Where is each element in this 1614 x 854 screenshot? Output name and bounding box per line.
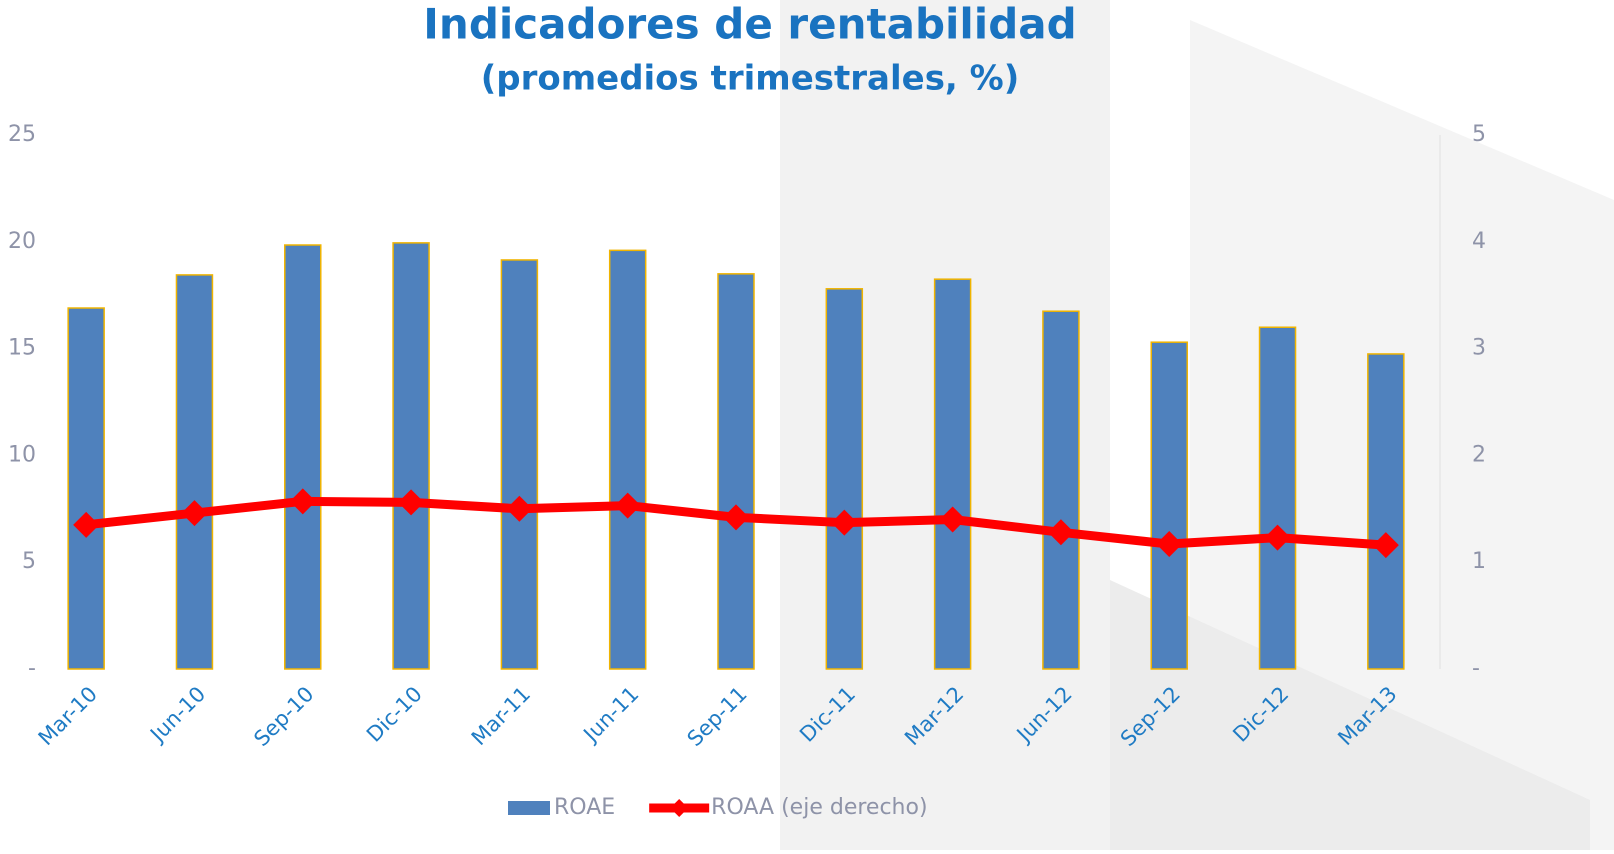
x-tick-label: Mar-11 <box>467 682 535 750</box>
marker <box>289 488 316 515</box>
marker <box>1372 532 1399 559</box>
marker <box>1264 524 1291 551</box>
bar <box>1367 353 1405 670</box>
x-tick-label: Jun-11 <box>578 682 644 748</box>
marker <box>1047 519 1074 546</box>
bar <box>392 242 430 670</box>
y2-tick-label: 2 <box>1472 442 1486 467</box>
marker <box>939 506 966 533</box>
background-shape <box>1110 580 1590 850</box>
bar <box>500 259 539 670</box>
bar <box>67 307 105 670</box>
y-tick-label: 10 <box>8 442 36 467</box>
y-tick-label: 5 <box>22 549 36 574</box>
y-tick-label: 15 <box>8 336 36 361</box>
marker <box>506 495 533 522</box>
bar <box>175 274 214 670</box>
y2-tick-label: - <box>1472 656 1480 681</box>
y2-tick-label: 1 <box>1472 549 1486 574</box>
x-tick-label: Dic-10 <box>362 682 427 747</box>
marker <box>398 489 425 516</box>
legend-swatch <box>670 799 689 817</box>
y2-tick-label: 4 <box>1472 229 1486 254</box>
y2-tick-label: 3 <box>1472 336 1486 361</box>
bar <box>933 278 972 670</box>
marker <box>614 492 641 519</box>
bar <box>825 288 864 670</box>
marker <box>1156 531 1183 558</box>
bar <box>717 273 755 670</box>
bar <box>284 244 322 670</box>
marker <box>723 504 749 531</box>
x-tick-label: Jun-10 <box>144 682 210 748</box>
bar <box>1258 326 1297 670</box>
x-tick-label: Mar-10 <box>34 682 102 750</box>
marker <box>831 509 858 536</box>
y-tick-label: 25 <box>8 122 36 147</box>
chart-title: Indicadores de rentabilidad <box>423 0 1076 49</box>
y-tick-label: 20 <box>8 229 36 254</box>
marker <box>73 511 100 538</box>
chart-subtitle: (promedios trimestrales, %) <box>481 59 1020 99</box>
legend-swatch <box>508 801 550 815</box>
marker <box>181 500 208 527</box>
legend-label: ROAA (eje derecho) <box>711 795 927 820</box>
legend-label: ROAE <box>554 795 615 820</box>
bar <box>608 249 647 670</box>
y2-tick-label: 5 <box>1472 122 1486 147</box>
x-tick-label: Sep-10 <box>249 682 318 751</box>
x-tick-label: Sep-11 <box>683 682 752 751</box>
y-tick-label: - <box>28 656 36 681</box>
bar <box>1150 341 1188 670</box>
bar <box>1042 310 1080 670</box>
